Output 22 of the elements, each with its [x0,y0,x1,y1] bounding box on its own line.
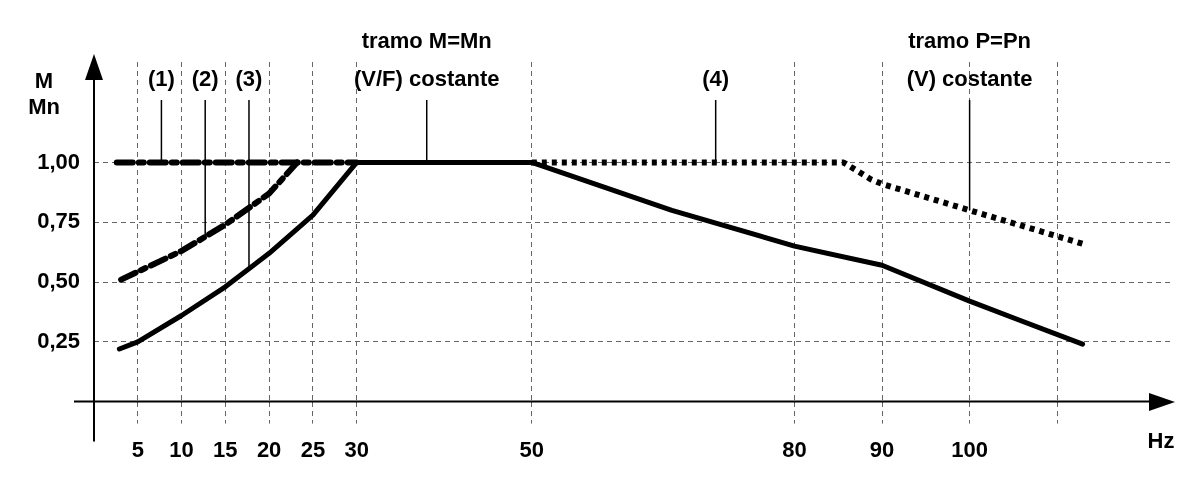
x-tick-label: 25 [300,436,326,462]
y-tick-label: 0,25 [37,327,80,353]
x-tick-label: 15 [213,436,238,462]
x-tick-label: 100 [951,436,988,462]
annotation: (1) [147,66,175,92]
x-axis-title: Hz [1147,427,1175,453]
y-tick-label: 0,75 [37,208,80,234]
annotation: (3) [235,66,263,92]
x-tick-label: 90 [869,436,895,462]
annotation: (4) [702,66,730,92]
annotation: tramo M=Mn (V/F) costante [354,28,500,92]
x-tick-label: 5 [131,436,144,462]
x-tick-label: 80 [782,436,807,462]
x-tick-label: 20 [256,436,282,462]
x-tick-label: 50 [519,436,545,462]
y-tick-label: 0,50 [37,268,80,294]
y-axis-title: M Mn [28,68,60,120]
x-tick-label: 10 [169,436,194,462]
annotation: tramo P=Pn (V) costante [906,28,1033,92]
y-tick-label: 1,00 [37,148,80,174]
annotation: (2) [191,66,219,92]
x-tick-label: 30 [344,436,369,462]
